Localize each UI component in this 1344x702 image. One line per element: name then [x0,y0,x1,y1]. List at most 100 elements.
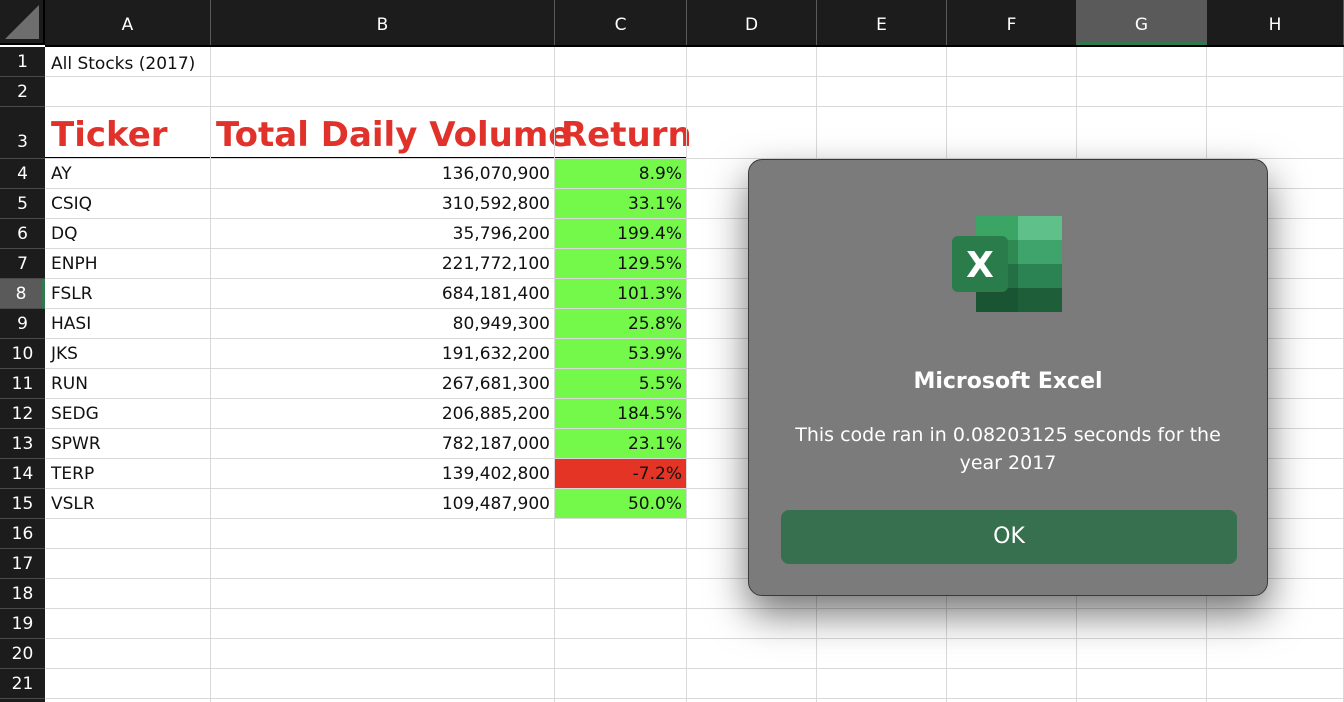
row-header-16[interactable]: 16 [0,519,45,549]
gridline-horizontal [45,308,1344,309]
return-header-cell[interactable]: Return [561,115,692,155]
row-header-2[interactable]: 2 [0,77,45,107]
gridline-horizontal [45,698,1344,699]
row-header-6[interactable]: 6 [0,219,45,249]
return-cell[interactable]: 8.9% [638,164,682,184]
column-header-e[interactable]: E [817,0,947,45]
return-cell[interactable]: 23.1% [627,434,682,454]
column-header-a[interactable]: A [45,0,211,45]
ticker-cell[interactable]: SEDG [51,404,99,424]
row-header-15[interactable]: 15 [0,489,45,519]
gridline-horizontal [45,218,1344,219]
volume-cell[interactable]: 139,402,800 [441,464,550,484]
row-header-21[interactable]: 21 [0,669,45,699]
ticker-cell[interactable]: SPWR [51,434,101,454]
ticker-cell[interactable]: VSLR [51,494,95,514]
return-cell[interactable]: -7.2% [632,464,682,484]
negative-return-fill [555,459,687,488]
volume-cell[interactable]: 35,796,200 [452,224,550,244]
ticker-header-cell[interactable]: Ticker [51,115,168,155]
column-header-f[interactable]: F [947,0,1077,45]
ticker-cell[interactable]: AY [51,164,72,184]
volume-cell[interactable]: 191,632,200 [441,344,550,364]
gridline-vertical [686,47,687,702]
gridline-horizontal [45,278,1344,279]
gridline-horizontal [45,488,1344,489]
column-header-d[interactable]: D [687,0,817,45]
ticker-cell[interactable]: HASI [51,314,92,334]
positive-return-fill [555,279,687,308]
row-header-8[interactable]: 8 [0,279,45,309]
ticker-cell[interactable]: JKS [51,344,78,364]
ticker-cell[interactable]: ENPH [51,254,98,274]
volume-cell[interactable]: 684,181,400 [441,284,550,304]
positive-return-fill [555,309,687,338]
row-headers: 1 2 3 4 5 6 7 8 9 10 11 12 13 14 15 16 17 18 19 20 21 [0,47,45,702]
ok-button[interactable]: OK [781,510,1237,564]
row-header-18[interactable]: 18 [0,579,45,609]
return-cell[interactable]: 199.4% [617,224,682,244]
row-header-14[interactable]: 14 [0,459,45,489]
dialog-message: This code ran in 0.08203125 seconds for … [795,424,1221,474]
row-header-11[interactable]: 11 [0,369,45,399]
cell-grid[interactable]: All Stocks (2017) Ticker Total Daily Vol… [45,47,1344,702]
row-header-10[interactable]: 10 [0,339,45,369]
return-cell[interactable]: 184.5% [617,404,682,424]
return-cell[interactable]: 33.1% [627,194,682,214]
ticker-cell[interactable]: TERP [51,464,95,484]
row-header-20[interactable]: 20 [0,639,45,669]
gridline-horizontal [45,188,1344,189]
excel-icon: X [952,216,1062,312]
gridline-horizontal [45,106,1344,107]
sheet-title-cell[interactable]: All Stocks (2017) [51,54,196,74]
gridline-horizontal [45,398,1344,399]
svg-text:X: X [966,245,994,286]
row-header-12[interactable]: 12 [0,399,45,429]
return-cell[interactable]: 50.0% [627,494,682,514]
gridline-horizontal [45,76,1344,77]
column-header-c[interactable]: C [555,0,687,45]
row-header-13[interactable]: 13 [0,429,45,459]
row-header-1[interactable]: 1 [0,47,45,77]
volume-cell[interactable]: 206,885,200 [441,404,550,424]
column-header-b[interactable]: B [211,0,555,45]
volume-cell[interactable]: 267,681,300 [441,374,550,394]
ticker-cell[interactable]: CSIQ [51,194,93,214]
row-header-3[interactable]: 3 [0,107,45,159]
volume-header-cell[interactable]: Total Daily Volume [216,115,572,155]
row-header-19[interactable]: 19 [0,609,45,639]
gridline-horizontal [45,428,1344,429]
return-cell[interactable]: 129.5% [617,254,682,274]
row-header-7[interactable]: 7 [0,249,45,279]
positive-return-fill [555,399,687,428]
volume-cell[interactable]: 109,487,900 [441,494,550,514]
gridline-horizontal [45,578,1344,579]
positive-return-fill [555,339,687,368]
gridline-vertical [210,47,211,702]
ticker-cell[interactable]: DQ [51,224,78,244]
volume-cell[interactable]: 136,070,900 [441,164,550,184]
return-cell[interactable]: 53.9% [627,344,682,364]
select-all-corner[interactable] [0,0,45,45]
volume-cell[interactable]: 310,592,800 [441,194,550,214]
positive-return-fill [555,159,687,188]
volume-cell[interactable]: 782,187,000 [441,434,550,454]
return-cell[interactable]: 101.3% [617,284,682,304]
ticker-cell[interactable]: RUN [51,374,88,394]
ticker-cell[interactable]: FSLR [51,284,93,304]
gridline-horizontal [45,668,1344,669]
volume-cell[interactable]: 80,949,300 [452,314,550,334]
row-header-5[interactable]: 5 [0,189,45,219]
return-cell[interactable]: 25.8% [627,314,682,334]
return-cell[interactable]: 5.5% [638,374,682,394]
row-header-9[interactable]: 9 [0,309,45,339]
gridline-horizontal [45,608,1344,609]
row-header-4[interactable]: 4 [0,159,45,189]
volume-cell[interactable]: 221,772,100 [441,254,550,274]
row-header-17[interactable]: 17 [0,549,45,579]
column-header-h[interactable]: H [1207,0,1344,45]
column-header-g[interactable]: G [1077,0,1207,45]
gridline-vertical [554,47,555,702]
